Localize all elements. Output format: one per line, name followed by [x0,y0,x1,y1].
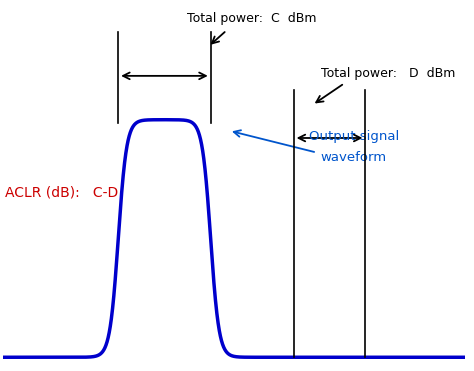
Text: Total power:  C  dBm: Total power: C dBm [187,12,317,25]
Text: Output signal: Output signal [309,131,399,144]
Text: waveform: waveform [321,151,387,164]
Text: ACLR (dB):   C-D: ACLR (dB): C-D [5,186,118,200]
Text: Total power:   D  dBm: Total power: D dBm [321,66,456,79]
